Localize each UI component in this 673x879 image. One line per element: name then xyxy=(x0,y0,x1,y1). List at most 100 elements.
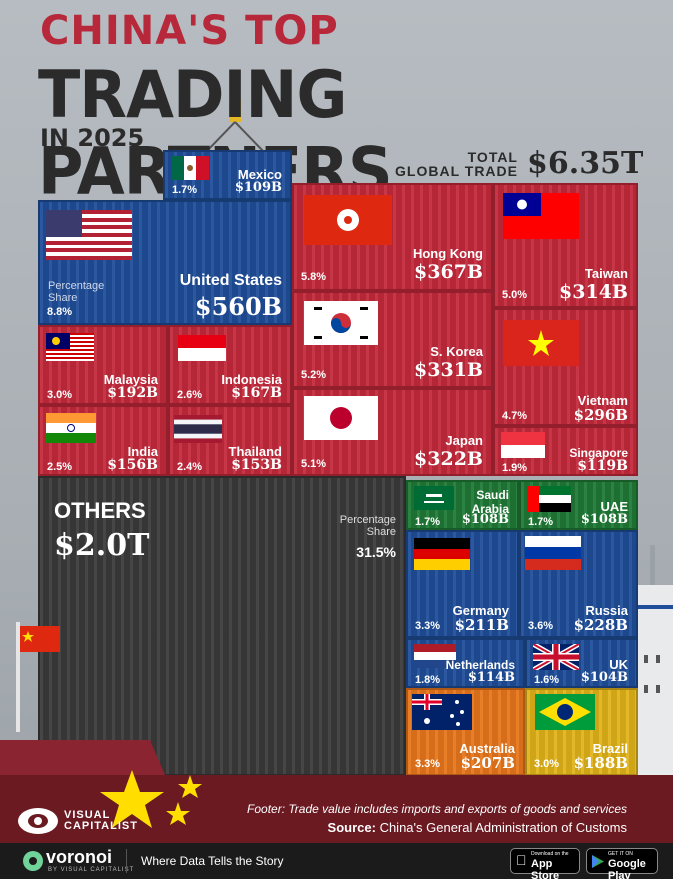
mexico-flag-icon xyxy=(171,156,209,180)
taiwan-share: 5.0% xyxy=(502,289,528,301)
container-australia: Australia $207B 3.3% xyxy=(406,688,525,776)
ship-bridge-icon xyxy=(638,545,673,785)
australia-share: 3.3% xyxy=(415,758,441,770)
brand-name: VISUAL CAPITALIST xyxy=(64,809,138,832)
footer-note: Footer: Trade value includes imports and… xyxy=(247,802,627,816)
uk-share: 1.6% xyxy=(534,674,560,686)
malaysia-share: 3.0% xyxy=(47,389,73,401)
south-korea-share: 5.2% xyxy=(301,369,327,381)
crane-hook-icon xyxy=(205,100,265,153)
india-name: India xyxy=(127,444,158,459)
container-japan: Japan $322B 5.1% xyxy=(292,388,493,476)
taiwan-value: $314B xyxy=(559,281,628,303)
australia-flag-icon xyxy=(412,694,472,730)
saudi-arabia-share: 1.7% xyxy=(415,516,441,528)
china-flag-icon xyxy=(16,622,60,732)
container-russia: Russia $228B 3.6% xyxy=(519,530,638,638)
voronoi-sub: BY VISUAL CAPITALIST xyxy=(48,867,135,873)
container-taiwan: Taiwan $314B 5.0% xyxy=(493,183,638,308)
container-singapore: Singapore $119B 1.9% xyxy=(493,426,638,476)
australia-value: $207B xyxy=(460,754,515,772)
total-label: TOTAL GLOBAL TRADE xyxy=(395,149,518,179)
others-share-label: Percentage Share xyxy=(339,514,396,538)
uae-flag-icon xyxy=(527,486,571,512)
others-share: 31.5% xyxy=(356,544,396,560)
others-value: $2.0T xyxy=(54,528,150,563)
google-play-icon xyxy=(592,855,604,868)
japan-value: $322B xyxy=(414,448,483,470)
thailand-name: Thailand xyxy=(228,444,282,459)
uk-name: UK xyxy=(609,657,628,672)
thailand-share: 2.4% xyxy=(177,461,203,473)
divider xyxy=(126,849,127,873)
south-korea-flag-icon xyxy=(304,301,378,345)
indonesia-share: 2.6% xyxy=(177,389,203,401)
singapore-name: Singapore xyxy=(569,446,628,460)
container-south-korea: S. Korea $331B 5.2% xyxy=(292,291,493,388)
container-brazil: Brazil $188B 3.0% xyxy=(525,688,638,776)
saudi-arabia-value: $108B xyxy=(461,512,509,527)
netherlands-flag-icon xyxy=(414,644,456,668)
taiwan-name: Taiwan xyxy=(584,266,628,281)
taiwan-flag-icon xyxy=(503,193,579,239)
container-indonesia: Indonesia $167B 2.6% xyxy=(168,325,292,405)
container-mexico: Mexico $109B 1.7% xyxy=(163,150,292,200)
south-korea-name: S. Korea xyxy=(430,344,483,359)
mexico-value: $109B xyxy=(234,180,282,195)
mexico-name: Mexico xyxy=(237,167,282,182)
germany-flag-icon xyxy=(414,538,470,570)
netherlands-name: Netherlands xyxy=(445,658,515,672)
app-store-button[interactable]:  Download on the App Store xyxy=(510,848,580,879)
container-india: India $156B 2.5% xyxy=(38,405,168,476)
apple-icon:  xyxy=(516,852,527,868)
germany-name: Germany xyxy=(452,603,509,618)
russia-value: $228B xyxy=(573,616,628,634)
google-play-button[interactable]: GET IT ON Google Play xyxy=(586,848,658,879)
germany-value: $211B xyxy=(454,616,509,634)
container-vietnam: Vietnam $296B 4.7% xyxy=(493,308,638,426)
malaysia-value: $192B xyxy=(107,385,158,401)
japan-name: Japan xyxy=(445,433,483,448)
hong-kong-flag-icon xyxy=(304,195,392,245)
voronoi-wordmark: voronoi xyxy=(46,847,112,867)
brazil-name: Brazil xyxy=(592,741,628,756)
brazil-share: 3.0% xyxy=(534,758,560,770)
container-netherlands: Netherlands $114B 1.8% xyxy=(406,638,525,688)
malaysia-flag-icon xyxy=(46,333,94,361)
indonesia-flag-icon xyxy=(178,335,226,361)
brazil-flag-icon xyxy=(535,694,595,730)
us-share: 8.8% xyxy=(47,306,73,318)
vietnam-flag-icon xyxy=(503,320,579,366)
visual-capitalist-logo-icon xyxy=(18,808,58,834)
hong-kong-share: 5.8% xyxy=(301,271,327,283)
uae-value: $108B xyxy=(580,512,628,527)
india-share: 2.5% xyxy=(47,461,73,473)
container-thailand: Thailand $153B 2.4% xyxy=(168,405,292,476)
germany-share: 3.3% xyxy=(415,620,441,632)
indonesia-value: $167B xyxy=(231,385,282,401)
thailand-flag-icon xyxy=(174,415,222,443)
russia-flag-icon xyxy=(525,536,581,570)
australia-name: Australia xyxy=(459,741,515,756)
container-united-states: Percentage Share 8.8% United States $560… xyxy=(38,200,292,325)
container-others: OTHERS $2.0T Percentage Share 31.5% xyxy=(38,476,406,776)
voronoi-logo-icon xyxy=(23,851,43,871)
title-line-1: CHINA'S TOP xyxy=(40,8,339,54)
japan-share: 5.1% xyxy=(301,458,327,470)
uk-flag-icon xyxy=(533,644,579,670)
uae-name: UAE xyxy=(600,499,628,514)
thailand-value: $153B xyxy=(231,457,282,473)
container-saudi-arabia: Saudi Arabia $108B 1.7% xyxy=(406,480,519,530)
container-uk: UK $104B 1.6% xyxy=(525,638,638,688)
usa-flag-icon xyxy=(46,210,132,260)
singapore-flag-icon xyxy=(501,432,545,458)
netherlands-share: 1.8% xyxy=(415,674,441,686)
singapore-value: $119B xyxy=(577,458,628,474)
netherlands-value: $114B xyxy=(467,670,515,685)
vietnam-value: $296B xyxy=(573,406,628,424)
saudi-arabia-flag-icon xyxy=(414,486,454,510)
india-value: $156B xyxy=(107,457,158,473)
brazil-value: $188B xyxy=(573,754,628,772)
total-value: $6.35T xyxy=(527,146,644,181)
